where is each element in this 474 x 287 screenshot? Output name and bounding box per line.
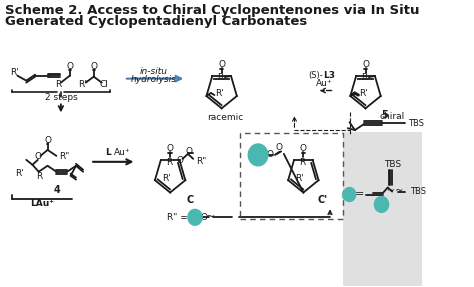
Text: R: R: [217, 73, 223, 82]
Text: (S)-: (S)-: [308, 71, 323, 80]
Text: =: =: [355, 189, 364, 199]
Text: R": R": [78, 80, 88, 89]
Text: R: R: [36, 172, 43, 181]
Text: O: O: [167, 144, 173, 154]
Text: LAu⁺: LAu⁺: [30, 199, 54, 208]
Text: Scheme 2. Access to Chiral Cyclopentenones via In Situ: Scheme 2. Access to Chiral Cyclopentenon…: [5, 4, 419, 17]
Text: Generated Cyclopentadienyl Carbonates: Generated Cyclopentadienyl Carbonates: [5, 15, 307, 28]
Text: O: O: [176, 156, 183, 165]
Text: 2 steps: 2 steps: [45, 93, 77, 102]
Text: R: R: [166, 158, 173, 167]
Text: O: O: [185, 148, 192, 156]
Text: R': R': [359, 89, 368, 98]
Circle shape: [188, 209, 202, 225]
Text: Cl: Cl: [100, 80, 109, 89]
Text: racemic: racemic: [207, 113, 243, 122]
Text: R": R": [59, 152, 70, 161]
Circle shape: [374, 197, 389, 212]
Text: chiral: chiral: [380, 112, 405, 121]
Text: R': R': [162, 174, 171, 183]
Text: R: R: [361, 73, 367, 82]
Text: TBS: TBS: [410, 187, 426, 196]
Bar: [240, 133, 343, 219]
Text: TBS: TBS: [408, 119, 424, 128]
Text: Au⁺: Au⁺: [316, 79, 332, 88]
Text: R: R: [300, 158, 306, 167]
Text: R': R': [295, 174, 304, 183]
Text: L3: L3: [323, 71, 335, 80]
Text: O: O: [300, 144, 307, 154]
Text: ~: ~: [206, 212, 216, 222]
Text: O: O: [267, 150, 274, 159]
Text: 4: 4: [54, 185, 61, 195]
Text: R': R': [10, 68, 19, 77]
Text: O: O: [276, 144, 283, 152]
Text: O: O: [362, 60, 369, 69]
Text: O: O: [44, 135, 51, 145]
Text: ○: ○: [340, 187, 352, 201]
Text: Au⁺: Au⁺: [114, 148, 131, 157]
Text: R': R': [15, 169, 24, 178]
Text: in-situ: in-situ: [140, 67, 168, 76]
Text: C': C': [318, 195, 328, 205]
Bar: [343, 132, 422, 286]
Text: L: L: [105, 148, 111, 157]
Text: O: O: [34, 152, 41, 161]
Text: TBS: TBS: [383, 160, 401, 169]
Text: 5: 5: [382, 110, 388, 120]
Text: hydrolysis: hydrolysis: [131, 75, 177, 84]
Text: O: O: [66, 62, 73, 71]
Text: ~~: ~~: [387, 185, 403, 195]
Text: R": R": [196, 157, 206, 166]
Text: O: O: [201, 213, 208, 222]
Text: R': R': [215, 89, 224, 98]
Circle shape: [343, 188, 356, 201]
Text: C: C: [186, 195, 193, 205]
Text: R: R: [55, 80, 61, 89]
Text: R" =: R" =: [167, 213, 188, 222]
Circle shape: [248, 144, 268, 166]
Text: O: O: [90, 62, 97, 71]
Text: O: O: [218, 60, 225, 69]
